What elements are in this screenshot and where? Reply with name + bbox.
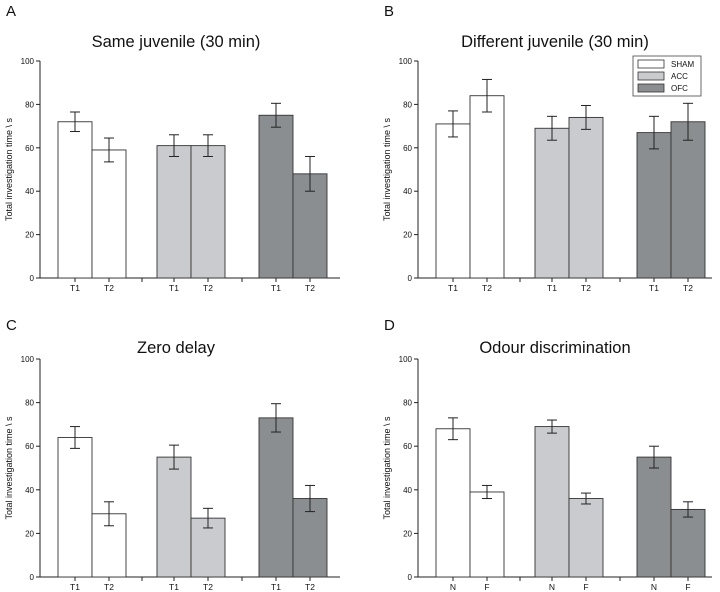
x-tick-label: T2	[683, 283, 693, 293]
x-tick-label: T1	[271, 582, 281, 592]
x-tick-label: T1	[169, 582, 179, 592]
chart-title: Same juvenile (30 min)	[92, 33, 261, 51]
y-tick-label: 80	[403, 100, 412, 109]
legend-label-sham: SHAM	[671, 60, 694, 69]
legend: SHAM ACC OFC	[632, 55, 702, 97]
y-tick-label: 100	[21, 355, 35, 364]
panel-letter: D	[384, 317, 395, 334]
x-tick-label: N	[651, 582, 657, 592]
y-tick-label: 0	[408, 573, 413, 582]
y-tick-label: 80	[403, 399, 412, 408]
legend-label-ofc: OFC	[671, 84, 688, 93]
y-tick-label: 60	[25, 144, 34, 153]
x-tick-label: T1	[649, 283, 659, 293]
x-tick-label: T2	[203, 283, 213, 293]
bar-ofc-second	[670, 121, 706, 279]
y-tick-label: 0	[30, 274, 35, 283]
x-tick-label: T1	[70, 582, 80, 592]
y-tick-label: 0	[408, 274, 413, 283]
x-tick-label: T1	[70, 283, 80, 293]
bar-sham-first	[57, 121, 93, 279]
panel-c: C Zero delay 0 20 40 60 80 100 Total investigati…	[4, 317, 340, 592]
y-tick-label: 60	[403, 442, 412, 451]
legend-swatch-ofc	[637, 83, 665, 93]
legend-swatch-acc	[637, 71, 665, 81]
bar-sham-first	[57, 437, 93, 578]
legend-swatch-sham	[637, 59, 665, 69]
panel-letter: C	[6, 317, 17, 334]
x-tick-label: T1	[271, 283, 281, 293]
legend-label-acc: ACC	[671, 72, 688, 81]
bar-sham-second	[91, 149, 127, 279]
y-axis-label: Total investigation time \ s	[382, 117, 392, 221]
bar-acc-second	[568, 116, 604, 279]
bar-acc-second	[568, 498, 604, 578]
y-tick-label: 80	[25, 100, 34, 109]
x-tick-label: T2	[104, 582, 114, 592]
x-tick-label: T1	[448, 283, 458, 293]
bar-ofc-first	[258, 417, 294, 578]
y-tick-label: 20	[25, 231, 34, 240]
panel-a: A Same juvenile (30 min) 0 20 40 60 80 100 Total…	[4, 3, 340, 293]
panel-letter: B	[384, 3, 394, 20]
bar-acc-first	[534, 426, 570, 578]
y-tick-label: 80	[25, 399, 34, 408]
y-tick-label: 40	[403, 187, 412, 196]
panel-letter: A	[6, 3, 16, 20]
x-tick-label: T2	[482, 283, 492, 293]
y-tick-label: 40	[25, 486, 34, 495]
y-tick-label: 20	[25, 529, 34, 538]
bar-ofc-second	[670, 508, 706, 578]
chart-title: Odour discrimination	[479, 339, 630, 357]
y-axis-label: Total investigation time \ s	[4, 416, 14, 520]
bar-ofc-first	[636, 132, 672, 279]
x-tick-label: F	[484, 582, 489, 592]
y-tick-label: 40	[25, 187, 34, 196]
y-tick-label: 100	[399, 57, 413, 66]
bar-acc-first	[156, 456, 192, 578]
bar-ofc-first	[636, 456, 672, 578]
x-tick-label: F	[685, 582, 690, 592]
y-axis-label: Total investigation time \ s	[4, 117, 14, 221]
panel-b: B Different juvenile (30 min) 0 20 40 60 80 100…	[382, 3, 712, 293]
x-tick-label: T2	[305, 283, 315, 293]
y-tick-label: 20	[403, 529, 412, 538]
bar-acc-first	[534, 127, 570, 279]
x-tick-label: T2	[104, 283, 114, 293]
x-tick-label: N	[450, 582, 456, 592]
y-tick-label: 60	[403, 144, 412, 153]
bar-acc-first	[156, 145, 192, 279]
panel-d: D Odour discrimination 0 20 40 60 80 100 Total i…	[382, 317, 712, 592]
x-tick-label: F	[583, 582, 588, 592]
x-tick-label: N	[549, 582, 555, 592]
y-tick-label: 40	[403, 486, 412, 495]
chart-title: Zero delay	[137, 339, 216, 357]
y-tick-label: 100	[399, 355, 413, 364]
bar-sham-first	[435, 428, 471, 578]
bar-sham-second	[469, 491, 505, 578]
x-tick-label: T1	[547, 283, 557, 293]
x-tick-label: T1	[169, 283, 179, 293]
bar-sham-second	[91, 513, 127, 578]
bar-ofc-first	[258, 114, 294, 279]
y-tick-label: 60	[25, 442, 34, 451]
y-axis-label: Total investigation time \ s	[382, 416, 392, 520]
chart-title: Different juvenile (30 min)	[461, 33, 649, 51]
bar-sham-second	[469, 95, 505, 279]
bar-acc-second	[190, 145, 226, 279]
y-tick-label: 20	[403, 231, 412, 240]
bar-sham-first	[435, 123, 471, 279]
x-tick-label: T2	[581, 283, 591, 293]
x-tick-label: T2	[305, 582, 315, 592]
y-tick-label: 0	[30, 573, 35, 582]
y-tick-label: 100	[21, 57, 35, 66]
x-tick-label: T2	[203, 582, 213, 592]
